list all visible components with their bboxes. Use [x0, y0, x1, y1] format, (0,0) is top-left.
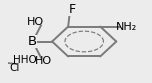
Text: F: F — [68, 3, 75, 16]
Text: B: B — [28, 35, 37, 48]
Text: HHO: HHO — [13, 55, 36, 65]
Text: Cl: Cl — [10, 63, 20, 73]
Text: HO: HO — [27, 17, 44, 27]
Text: HO: HO — [35, 56, 52, 66]
Text: NH₂: NH₂ — [116, 22, 137, 32]
